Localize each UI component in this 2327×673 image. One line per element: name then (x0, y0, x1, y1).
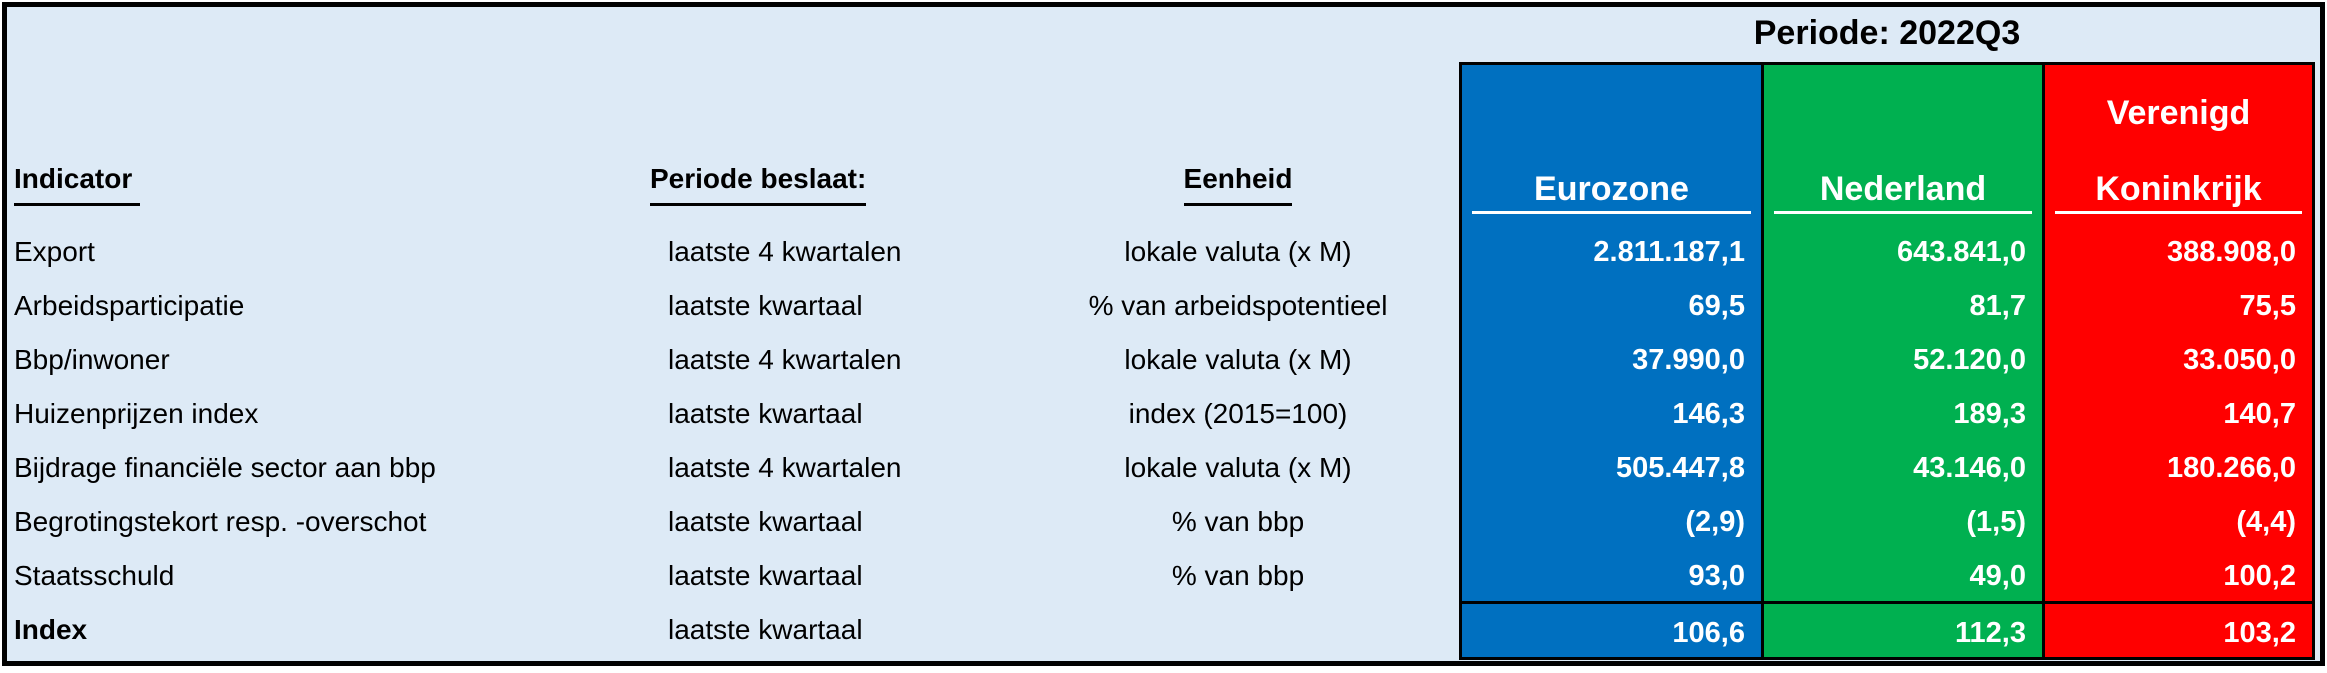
country-header-eurozone: Eurozone (1534, 170, 1689, 208)
country-column-nederland: Nederland 643.841,0 81,7 52.120,0 189,3 43.14… (1764, 65, 2042, 657)
value-cell-verenigd-koninkrijk: 75,5 (2239, 290, 2296, 322)
value-cell-nederland: 52.120,0 (1913, 344, 2026, 376)
value-cell-nederland: 643.841,0 (1896, 236, 2026, 268)
value-cell-verenigd-koninkrijk: 180.266,0 (2166, 452, 2296, 484)
unit-cell: % van bbp (1171, 560, 1305, 591)
column-header-indicator: Indicator (14, 156, 141, 207)
table-row: Export laatste 4 kwartalen lokale valuta (… (0, 225, 1459, 279)
period-cell: laatste kwartaal (668, 398, 863, 429)
country-header-underline (1774, 211, 2032, 214)
country-column-eurozone: Eurozone 2.811.187,1 69,5 37.990,0 146,3 505.… (1462, 65, 1761, 657)
table-row: Huizenprijzen index laatste kwartaal index… (0, 387, 1459, 441)
value-cell-verenigd-koninkrijk: 140,7 (2223, 398, 2296, 430)
value-cell-nederland: 81,7 (1969, 290, 2026, 322)
table-row: Bijdrage financiële sector aan bbp laatst… (0, 441, 1459, 495)
table-row: Arbeidsparticipatie laatste kwartaal % van… (0, 279, 1459, 333)
country-header-underline (2055, 211, 2302, 214)
period-cell: laatste 4 kwartalen (668, 344, 902, 375)
value-cell-eurozone: 106,6 (1672, 617, 1745, 649)
table-row: Staatsschuld laatste kwartaal % van bbp (0, 549, 1459, 603)
period-cell: laatste 4 kwartalen (668, 452, 902, 483)
value-cell-nederland: 112,3 (1955, 617, 2026, 649)
value-cell-verenigd-koninkrijk: 103,2 (2223, 617, 2296, 649)
value-cell-verenigd-koninkrijk: 33.050,0 (2183, 344, 2296, 376)
unit-cell: lokale valuta (x M) (1124, 344, 1352, 375)
indicator-cell: Export (14, 236, 95, 267)
column-header-unit-label: Eenheid (1183, 156, 1293, 206)
value-cell-verenigd-koninkrijk: 100,2 (2223, 560, 2296, 592)
indicator-cell: Bijdrage financiële sector aan bbp (14, 452, 436, 483)
value-cell-eurozone: 69,5 (1688, 290, 1745, 322)
unit-cell: index (2015=100) (1128, 398, 1348, 429)
indicator-cell: Staatsschuld (14, 560, 175, 591)
value-cell-eurozone: (2,9) (1685, 506, 1745, 538)
value-cell-nederland: 189,3 (1953, 398, 2026, 430)
period-cell: laatste kwartaal (668, 560, 863, 591)
period-cell: laatste 4 kwartalen (668, 236, 902, 267)
value-cell-nederland: 43.146,0 (1913, 452, 2026, 484)
value-cell-eurozone: 93,0 (1688, 560, 1745, 592)
indicator-cell: Huizenprijzen index (14, 398, 259, 429)
period-title: Periode: 2022Q3 (1753, 14, 2021, 52)
value-cell-verenigd-koninkrijk: (4,4) (2236, 506, 2296, 538)
unit-cell: lokale valuta (x M) (1124, 236, 1352, 267)
country-column-verenigd-koninkrijk: Verenigd Koninkrijk 388.908,0 75,5 33.050,0 1… (2045, 65, 2312, 657)
column-header-period: Periode beslaat: (650, 156, 867, 207)
table-row: Index laatste kwartaal (0, 603, 1459, 657)
value-cell-eurozone: 146,3 (1672, 398, 1745, 430)
country-header-nederland: Nederland (1819, 170, 1987, 208)
country-header-verenigd-koninkrijk: Verenigd (2106, 94, 2251, 132)
index-row-separator (1462, 601, 2312, 604)
unit-cell: % van bbp (1171, 506, 1305, 537)
table-row: Bbp/inwoner laatste 4 kwartalen lokale val… (0, 333, 1459, 387)
column-divider (1761, 65, 1764, 657)
period-cell: laatste kwartaal (668, 290, 863, 321)
unit-cell: % van arbeidspotentieel (1088, 290, 1388, 321)
country-header-underline (1472, 211, 1751, 214)
indicator-cell: Arbeidsparticipatie (14, 290, 245, 321)
value-cell-nederland: (1,5) (1966, 506, 2026, 538)
indicator-cell: Index (14, 614, 88, 645)
value-cell-nederland: 49,0 (1969, 560, 2026, 592)
period-cell: laatste kwartaal (668, 614, 863, 645)
value-cell-verenigd-koninkrijk: 388.908,0 (2166, 236, 2296, 268)
column-header-unit: Eenheid (1023, 156, 1453, 207)
table-row: Begrotingstekort resp. -overschot laatste… (0, 495, 1459, 549)
column-header-indicator-label: Indicator (14, 156, 141, 206)
period-cell: laatste kwartaal (668, 506, 863, 537)
value-cell-eurozone: 505.447,8 (1615, 452, 1745, 484)
indicator-cell: Begrotingstekort resp. -overschot (14, 506, 427, 537)
value-cell-eurozone: 37.990,0 (1632, 344, 1745, 376)
unit-cell: lokale valuta (x M) (1124, 452, 1352, 483)
country-columns-block: Eurozone 2.811.187,1 69,5 37.990,0 146,3 505.… (1459, 62, 2315, 660)
indicator-cell: Bbp/inwoner (14, 344, 170, 375)
column-header-period-label: Periode beslaat: (650, 156, 867, 206)
column-divider (2042, 65, 2045, 657)
country-header-verenigd-koninkrijk: Koninkrijk (2095, 170, 2262, 208)
value-cell-eurozone: 2.811.187,1 (1593, 236, 1745, 268)
